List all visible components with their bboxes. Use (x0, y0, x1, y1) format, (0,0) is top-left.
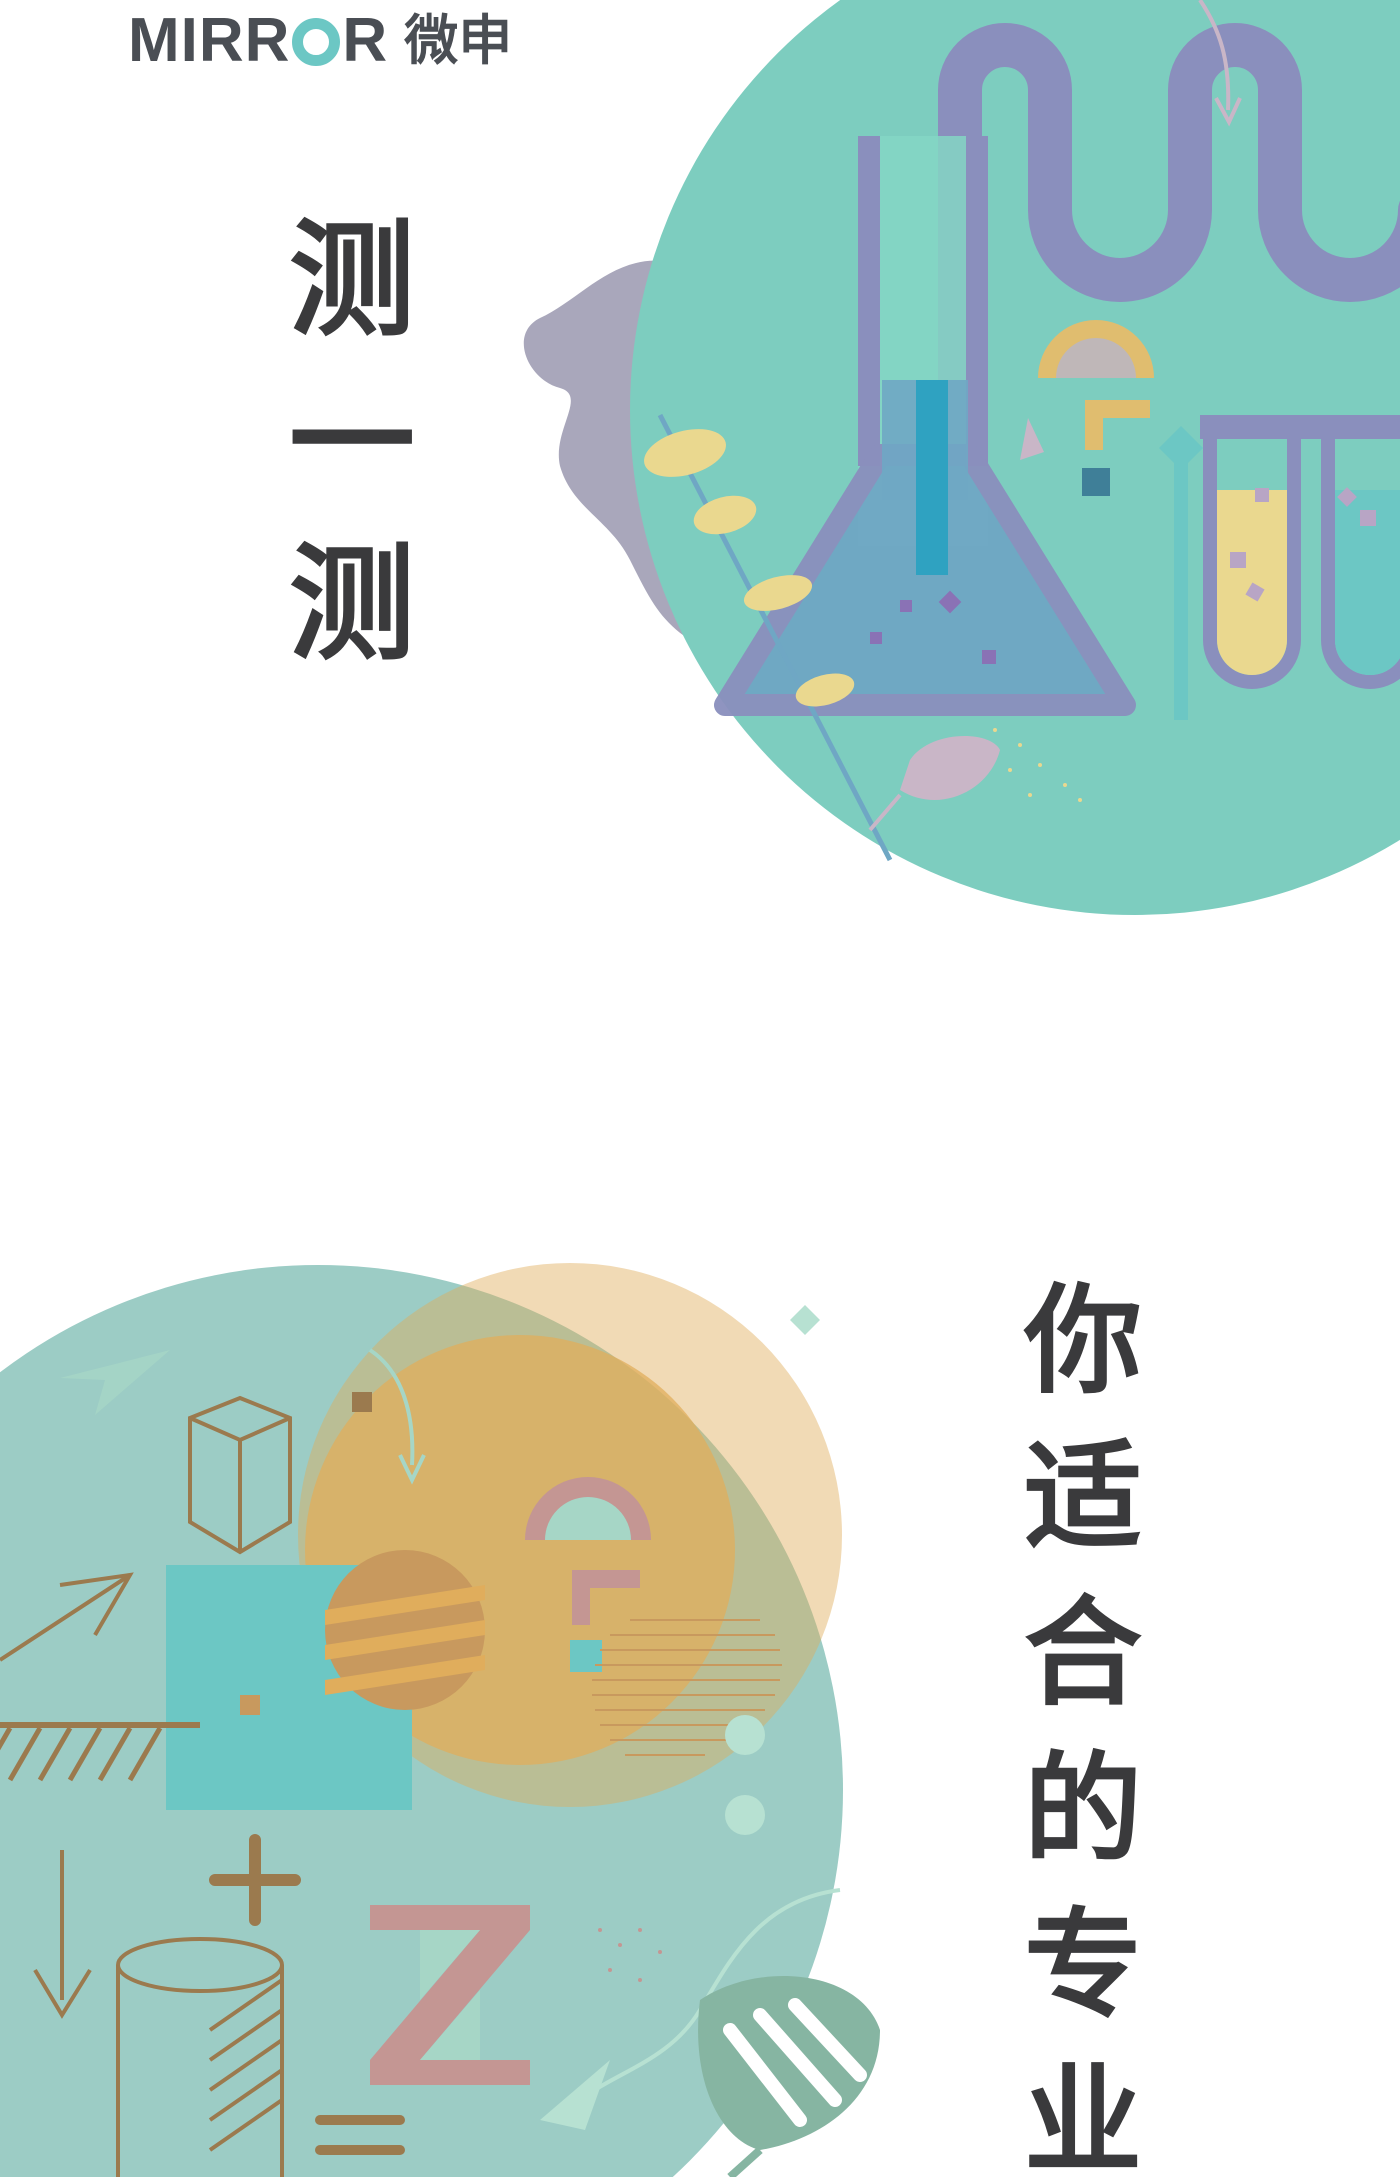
title-char: 一 (289, 369, 415, 516)
curved-arrow-head (1214, 97, 1242, 127)
prism-inner-line (189, 1416, 291, 1552)
feather-arrow-icon (60, 1350, 170, 1415)
test-tube-liquid (1335, 490, 1400, 675)
test-tube-liquid (1217, 490, 1287, 675)
subtitle-char: 合 (1023, 1584, 1142, 1722)
logo-chinese-name: 微申 (404, 9, 513, 72)
glass-column-right-edge (966, 136, 988, 466)
chemistry-lab-illustration (523, 0, 1400, 915)
subtitle-char: 你 (1023, 1272, 1142, 1410)
diagonal-stem-line (657, 413, 893, 862)
mint-dot (725, 1795, 765, 1835)
curved-arrow-head (398, 1454, 426, 1485)
leaf-icon (900, 736, 1000, 801)
surface-line (0, 1722, 200, 1728)
sparkle-square (870, 632, 882, 644)
sparkle-square (1230, 552, 1246, 568)
diamond-joint-icon (1159, 426, 1203, 470)
logo-word-part1: MIRR (128, 6, 291, 75)
sparkle-square (938, 590, 962, 614)
mint-dot (725, 1715, 765, 1755)
small-arrow-icon (1020, 418, 1044, 460)
letter-z-inner (420, 1930, 480, 2000)
feather-arrow-icon (540, 2060, 610, 2130)
subtitle-char: 业 (1023, 2052, 1142, 2177)
l-bracket-shape (572, 1570, 640, 1625)
letter-z-inner (420, 1990, 480, 2060)
plus-icon (209, 1834, 301, 1926)
yellow-ellipse (644, 429, 726, 477)
diamond-icon (790, 1305, 820, 1335)
dot-cluster (598, 1928, 662, 1982)
vertical-arrow-head (33, 1968, 92, 2019)
wavy-tube-icon (938, 23, 1400, 302)
yellow-ellipse (743, 575, 813, 611)
hatched-ellipse-shape (592, 1619, 782, 1756)
yellow-ellipse (693, 495, 757, 535)
arch-inner-shape (545, 1497, 631, 1540)
logo-wordmark: MIRR R (128, 10, 388, 72)
stand-rod (1174, 440, 1188, 720)
sparkle-square (982, 650, 996, 664)
line-arrow-head (59, 1572, 134, 1637)
inner-rod (916, 380, 948, 575)
logo-o-ring-icon (292, 18, 341, 66)
page-subtitle-major: 你 适 合 的 专 业 (1008, 1282, 1158, 2177)
letter-z-shape (370, 1905, 530, 2085)
brown-small-square (240, 1695, 260, 1715)
yellow-ellipse (795, 673, 855, 707)
brown-small-square (352, 1392, 372, 1412)
cylinder-hatch (208, 1978, 284, 2152)
arch-inner-shape (1056, 338, 1136, 378)
brand-logo: MIRR R 微申 (128, 6, 512, 76)
logo-word-part2: R (342, 6, 389, 75)
leaf-stem (727, 2147, 763, 2177)
sparkle-square (1255, 488, 1269, 502)
test-tube-icon (1321, 420, 1400, 689)
glass-column-left-edge (858, 136, 880, 466)
l-bracket-shape (1085, 400, 1150, 450)
line-arrow-icon (0, 1573, 132, 1662)
curved-arrow-line (1198, 0, 1231, 111)
sparkle-square (1245, 582, 1265, 602)
geometry-math-illustration (0, 1263, 880, 2177)
sparkle-square (1337, 487, 1357, 507)
subtitle-char: 专 (1023, 1896, 1142, 2034)
dot-cluster (993, 728, 1082, 802)
leaf-stem (868, 793, 902, 832)
title-char: 测 (289, 207, 415, 354)
dark-square (1082, 468, 1110, 496)
subtitle-char: 的 (1023, 1740, 1142, 1878)
curved-arrow-line (368, 1348, 415, 1466)
page-title-test: 测 一 测 (262, 218, 442, 704)
sparkle-square (900, 600, 912, 612)
monstera-leaf-icon (698, 1976, 880, 2177)
subtitle-char: 适 (1023, 1428, 1142, 1566)
title-char: 测 (289, 531, 415, 678)
equals-icon (315, 2115, 405, 2155)
striped-sphere-icon (325, 1550, 485, 1710)
test-tube-icon (1203, 420, 1301, 689)
surface-hatch (0, 1726, 163, 1782)
sparkle-square (1360, 510, 1376, 526)
teal-small-square (570, 1640, 602, 1672)
